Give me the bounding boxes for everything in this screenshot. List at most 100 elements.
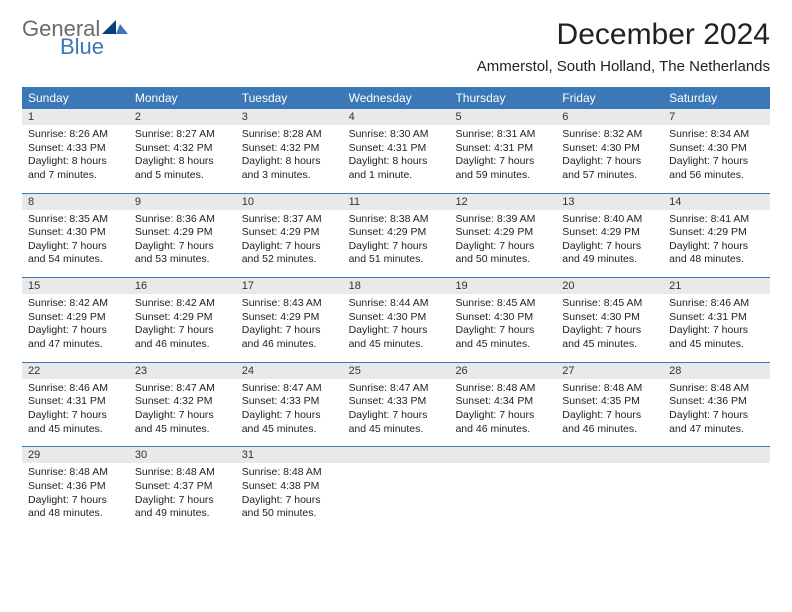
day-of-week-label: Thursday (449, 87, 556, 109)
sunset-text: Sunset: 4:29 PM (562, 226, 657, 240)
sunset-text: Sunset: 4:30 PM (562, 311, 657, 325)
day-number: 16 (129, 278, 236, 294)
day-details: Sunrise: 8:47 AMSunset: 4:33 PMDaylight:… (343, 379, 450, 447)
calendar-day: 19Sunrise: 8:45 AMSunset: 4:30 PMDayligh… (449, 278, 556, 362)
day-details: Sunrise: 8:48 AMSunset: 4:35 PMDaylight:… (556, 379, 663, 447)
daylight-text: Daylight: 7 hours and 45 minutes. (135, 409, 230, 436)
sunset-text: Sunset: 4:37 PM (135, 480, 230, 494)
page-title: December 2024 (477, 18, 770, 52)
day-number: 21 (663, 278, 770, 294)
day-number: 15 (22, 278, 129, 294)
calendar-day: 21Sunrise: 8:46 AMSunset: 4:31 PMDayligh… (663, 278, 770, 362)
calendar-day: 6Sunrise: 8:32 AMSunset: 4:30 PMDaylight… (556, 109, 663, 193)
day-of-week-label: Wednesday (343, 87, 450, 109)
sunrise-text: Sunrise: 8:37 AM (242, 213, 337, 227)
day-details: Sunrise: 8:35 AMSunset: 4:30 PMDaylight:… (22, 210, 129, 278)
sunrise-text: Sunrise: 8:31 AM (455, 128, 550, 142)
day-of-week-label: Friday (556, 87, 663, 109)
sunset-text: Sunset: 4:33 PM (242, 395, 337, 409)
sunrise-text: Sunrise: 8:48 AM (28, 466, 123, 480)
sunrise-text: Sunrise: 8:48 AM (669, 382, 764, 396)
header: General Blue December 2024 Ammerstol, So… (22, 18, 770, 83)
calendar-day: 2Sunrise: 8:27 AMSunset: 4:32 PMDaylight… (129, 109, 236, 193)
daylight-text: Daylight: 7 hours and 48 minutes. (28, 494, 123, 521)
logo: General Blue (22, 18, 128, 58)
daylight-text: Daylight: 7 hours and 59 minutes. (455, 155, 550, 182)
calendar-day: 30Sunrise: 8:48 AMSunset: 4:37 PMDayligh… (129, 447, 236, 531)
calendar-day: 23Sunrise: 8:47 AMSunset: 4:32 PMDayligh… (129, 363, 236, 447)
day-number: 26 (449, 363, 556, 379)
sunrise-text: Sunrise: 8:45 AM (455, 297, 550, 311)
sunrise-text: Sunrise: 8:40 AM (562, 213, 657, 227)
day-number (449, 447, 556, 463)
day-details: Sunrise: 8:42 AMSunset: 4:29 PMDaylight:… (129, 294, 236, 362)
daylight-text: Daylight: 8 hours and 1 minute. (349, 155, 444, 182)
logo-text-blue: Blue (22, 36, 128, 58)
sunrise-text: Sunrise: 8:44 AM (349, 297, 444, 311)
sunrise-text: Sunrise: 8:27 AM (135, 128, 230, 142)
calendar-day-empty (449, 447, 556, 531)
day-details (449, 463, 556, 519)
sunrise-text: Sunrise: 8:28 AM (242, 128, 337, 142)
sunset-text: Sunset: 4:33 PM (28, 142, 123, 156)
calendar-day: 28Sunrise: 8:48 AMSunset: 4:36 PMDayligh… (663, 363, 770, 447)
day-number: 18 (343, 278, 450, 294)
calendar-day: 3Sunrise: 8:28 AMSunset: 4:32 PMDaylight… (236, 109, 343, 193)
calendar-week-row: 8Sunrise: 8:35 AMSunset: 4:30 PMDaylight… (22, 193, 770, 278)
calendar-day: 14Sunrise: 8:41 AMSunset: 4:29 PMDayligh… (663, 194, 770, 278)
daylight-text: Daylight: 7 hours and 47 minutes. (669, 409, 764, 436)
day-number: 28 (663, 363, 770, 379)
sunrise-text: Sunrise: 8:48 AM (562, 382, 657, 396)
sunrise-text: Sunrise: 8:48 AM (242, 466, 337, 480)
daylight-text: Daylight: 7 hours and 46 minutes. (562, 409, 657, 436)
sunset-text: Sunset: 4:29 PM (242, 226, 337, 240)
sunrise-text: Sunrise: 8:41 AM (669, 213, 764, 227)
day-details: Sunrise: 8:47 AMSunset: 4:33 PMDaylight:… (236, 379, 343, 447)
sunrise-text: Sunrise: 8:42 AM (28, 297, 123, 311)
sunset-text: Sunset: 4:31 PM (455, 142, 550, 156)
daylight-text: Daylight: 7 hours and 49 minutes. (135, 494, 230, 521)
sunrise-text: Sunrise: 8:38 AM (349, 213, 444, 227)
daylight-text: Daylight: 7 hours and 50 minutes. (242, 494, 337, 521)
calendar-day: 4Sunrise: 8:30 AMSunset: 4:31 PMDaylight… (343, 109, 450, 193)
sunset-text: Sunset: 4:36 PM (28, 480, 123, 494)
sunset-text: Sunset: 4:29 PM (455, 226, 550, 240)
day-details: Sunrise: 8:30 AMSunset: 4:31 PMDaylight:… (343, 125, 450, 193)
day-details: Sunrise: 8:38 AMSunset: 4:29 PMDaylight:… (343, 210, 450, 278)
daylight-text: Daylight: 7 hours and 45 minutes. (455, 324, 550, 351)
calendar-day: 16Sunrise: 8:42 AMSunset: 4:29 PMDayligh… (129, 278, 236, 362)
sunrise-text: Sunrise: 8:34 AM (669, 128, 764, 142)
calendar-day: 22Sunrise: 8:46 AMSunset: 4:31 PMDayligh… (22, 363, 129, 447)
sunrise-text: Sunrise: 8:36 AM (135, 213, 230, 227)
sunset-text: Sunset: 4:29 PM (669, 226, 764, 240)
day-details: Sunrise: 8:46 AMSunset: 4:31 PMDaylight:… (22, 379, 129, 447)
sunset-text: Sunset: 4:38 PM (242, 480, 337, 494)
daylight-text: Daylight: 7 hours and 50 minutes. (455, 240, 550, 267)
sunrise-text: Sunrise: 8:47 AM (242, 382, 337, 396)
calendar-day: 15Sunrise: 8:42 AMSunset: 4:29 PMDayligh… (22, 278, 129, 362)
day-details: Sunrise: 8:37 AMSunset: 4:29 PMDaylight:… (236, 210, 343, 278)
daylight-text: Daylight: 8 hours and 3 minutes. (242, 155, 337, 182)
daylight-text: Daylight: 7 hours and 45 minutes. (242, 409, 337, 436)
day-number: 22 (22, 363, 129, 379)
sunset-text: Sunset: 4:29 PM (135, 226, 230, 240)
day-details: Sunrise: 8:45 AMSunset: 4:30 PMDaylight:… (556, 294, 663, 362)
daylight-text: Daylight: 7 hours and 57 minutes. (562, 155, 657, 182)
day-of-week-label: Saturday (663, 87, 770, 109)
day-number: 29 (22, 447, 129, 463)
calendar-week-row: 1Sunrise: 8:26 AMSunset: 4:33 PMDaylight… (22, 109, 770, 193)
calendar-day: 11Sunrise: 8:38 AMSunset: 4:29 PMDayligh… (343, 194, 450, 278)
sunrise-text: Sunrise: 8:26 AM (28, 128, 123, 142)
day-details: Sunrise: 8:48 AMSunset: 4:34 PMDaylight:… (449, 379, 556, 447)
daylight-text: Daylight: 7 hours and 46 minutes. (135, 324, 230, 351)
daylight-text: Daylight: 7 hours and 51 minutes. (349, 240, 444, 267)
sunset-text: Sunset: 4:29 PM (135, 311, 230, 325)
calendar: SundayMondayTuesdayWednesdayThursdayFrid… (22, 87, 770, 531)
day-number: 31 (236, 447, 343, 463)
daylight-text: Daylight: 7 hours and 45 minutes. (28, 409, 123, 436)
daylight-text: Daylight: 7 hours and 49 minutes. (562, 240, 657, 267)
day-details: Sunrise: 8:32 AMSunset: 4:30 PMDaylight:… (556, 125, 663, 193)
day-details (343, 463, 450, 519)
day-number: 3 (236, 109, 343, 125)
sunset-text: Sunset: 4:32 PM (135, 142, 230, 156)
